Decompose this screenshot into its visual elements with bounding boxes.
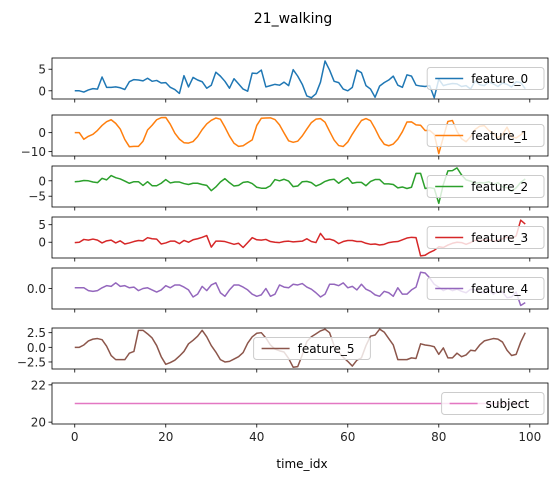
y-tick-label: 0 bbox=[38, 236, 46, 250]
series-line-feature_1 bbox=[74, 116, 526, 155]
legend-feature_4: feature_4 bbox=[426, 277, 545, 300]
subplot-feature_3: 0 5 feature_3 bbox=[38, 216, 549, 262]
axes-frame bbox=[51, 216, 549, 259]
x-tick-label: 60 bbox=[340, 430, 355, 444]
chart-title: 21_walking bbox=[254, 11, 333, 27]
x-tick-label: 80 bbox=[431, 430, 446, 444]
series-line-feature_5 bbox=[74, 328, 526, 368]
legend-label: feature_1 bbox=[471, 129, 528, 143]
y-tick-label: 5 bbox=[38, 63, 46, 77]
legend-feature_2: feature_2 bbox=[426, 175, 545, 198]
subplot-feature_4: 0.0 feature_4 bbox=[27, 267, 549, 313]
axes-frame bbox=[51, 327, 549, 370]
y-tick-label: 0.0 bbox=[27, 341, 46, 355]
y-tick-label: 0.0 bbox=[27, 282, 46, 296]
x-axis-label: time_idx bbox=[276, 457, 327, 471]
y-tick-label: 20 bbox=[31, 416, 46, 430]
x-tick-label: 100 bbox=[518, 430, 541, 444]
y-tick-label: 22 bbox=[31, 378, 46, 392]
legend-box bbox=[253, 337, 371, 360]
legend-box bbox=[426, 226, 545, 249]
subplot-feature_5: −2.50.02.5 feature_5 bbox=[17, 326, 549, 373]
legend-label: subject bbox=[486, 397, 530, 411]
y-tick-label: −10 bbox=[21, 145, 46, 159]
legend-feature_1: feature_1 bbox=[426, 124, 545, 147]
legend-label: feature_2 bbox=[471, 180, 528, 194]
legend-subject: subject bbox=[441, 392, 545, 415]
y-tick-label: −5 bbox=[28, 190, 46, 204]
legend-box bbox=[441, 392, 545, 415]
legend-box bbox=[426, 124, 545, 147]
legend-label: feature_0 bbox=[471, 72, 528, 86]
x-tick-label: 40 bbox=[249, 430, 264, 444]
legend-label: feature_3 bbox=[471, 231, 528, 245]
axes-frame bbox=[51, 114, 549, 157]
axes-frame bbox=[51, 382, 549, 425]
legend-feature_5: feature_5 bbox=[253, 337, 371, 360]
legend-box bbox=[426, 67, 545, 90]
y-tick-label: 5 bbox=[38, 218, 46, 232]
series-line-feature_2 bbox=[74, 167, 526, 205]
legend-feature_0: feature_0 bbox=[426, 67, 545, 90]
x-tick-label: 0 bbox=[71, 430, 79, 444]
x-tick-label: 20 bbox=[158, 430, 173, 444]
axes-frame bbox=[51, 165, 549, 208]
y-tick-label: 0 bbox=[38, 84, 46, 98]
legend-box bbox=[426, 277, 545, 300]
legend-box bbox=[426, 175, 545, 198]
axes-frame bbox=[51, 57, 549, 100]
legend-label: feature_4 bbox=[471, 282, 528, 296]
y-tick-label: 0 bbox=[38, 126, 46, 140]
legend-feature_3: feature_3 bbox=[426, 226, 545, 249]
subplot-subject: 20 22 0 20 40 60 80 100 subject bbox=[31, 378, 549, 444]
subplot-feature_1: −10 0 feature_1 bbox=[21, 114, 549, 160]
subplot-stack: 0 5 feature_0 −10 0 feature_1 −5 0 feature_2 0 5 fe… bbox=[17, 57, 549, 444]
subplot-feature_2: −5 0 feature_2 bbox=[28, 165, 549, 211]
y-tick-label: −2.5 bbox=[17, 355, 46, 369]
y-tick-label: 0 bbox=[38, 174, 46, 188]
y-tick-label: 2.5 bbox=[27, 326, 46, 340]
subplot-feature_0: 0 5 feature_0 bbox=[38, 57, 549, 103]
legend-label: feature_5 bbox=[298, 342, 355, 356]
